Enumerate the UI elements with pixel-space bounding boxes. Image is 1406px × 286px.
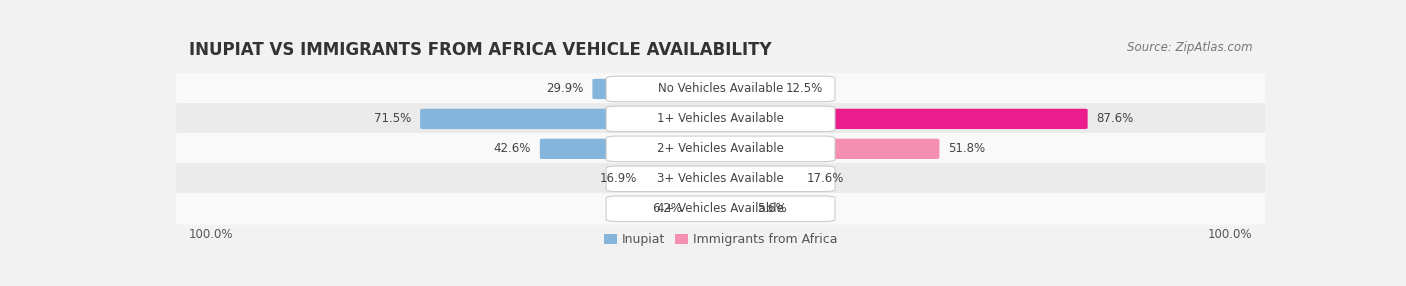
FancyBboxPatch shape	[690, 198, 725, 219]
FancyBboxPatch shape	[420, 109, 725, 129]
FancyBboxPatch shape	[716, 169, 797, 189]
Text: 29.9%: 29.9%	[547, 82, 583, 96]
Text: Source: ZipAtlas.com: Source: ZipAtlas.com	[1126, 41, 1253, 54]
Legend: Inupiat, Immigrants from Africa: Inupiat, Immigrants from Africa	[605, 233, 837, 246]
Text: INUPIAT VS IMMIGRANTS FROM AFRICA VEHICLE AVAILABILITY: INUPIAT VS IMMIGRANTS FROM AFRICA VEHICL…	[188, 41, 772, 59]
FancyBboxPatch shape	[716, 139, 939, 159]
FancyBboxPatch shape	[172, 73, 1270, 105]
Text: 87.6%: 87.6%	[1097, 112, 1133, 125]
Text: 100.0%: 100.0%	[188, 228, 233, 241]
Text: 12.5%: 12.5%	[786, 82, 823, 96]
FancyBboxPatch shape	[606, 106, 835, 132]
FancyBboxPatch shape	[606, 136, 835, 162]
FancyBboxPatch shape	[606, 166, 835, 192]
Text: 5.6%: 5.6%	[756, 202, 786, 215]
Text: 4+ Vehicles Available: 4+ Vehicles Available	[657, 202, 785, 215]
FancyBboxPatch shape	[606, 196, 835, 221]
Text: 71.5%: 71.5%	[374, 112, 412, 125]
Text: 100.0%: 100.0%	[1208, 228, 1253, 241]
FancyBboxPatch shape	[716, 198, 748, 219]
Text: No Vehicles Available: No Vehicles Available	[658, 82, 783, 96]
Text: 1+ Vehicles Available: 1+ Vehicles Available	[657, 112, 785, 125]
Text: 17.6%: 17.6%	[807, 172, 844, 185]
Text: 6.2%: 6.2%	[652, 202, 682, 215]
FancyBboxPatch shape	[606, 76, 835, 102]
Text: 3+ Vehicles Available: 3+ Vehicles Available	[657, 172, 785, 185]
FancyBboxPatch shape	[172, 133, 1270, 165]
FancyBboxPatch shape	[172, 163, 1270, 195]
FancyBboxPatch shape	[592, 79, 725, 99]
Text: 16.9%: 16.9%	[600, 172, 637, 185]
FancyBboxPatch shape	[172, 103, 1270, 135]
FancyBboxPatch shape	[172, 193, 1270, 225]
FancyBboxPatch shape	[647, 169, 725, 189]
FancyBboxPatch shape	[540, 139, 725, 159]
Text: 2+ Vehicles Available: 2+ Vehicles Available	[657, 142, 785, 155]
Text: 51.8%: 51.8%	[948, 142, 986, 155]
FancyBboxPatch shape	[716, 79, 776, 99]
Text: 42.6%: 42.6%	[494, 142, 531, 155]
FancyBboxPatch shape	[716, 109, 1088, 129]
